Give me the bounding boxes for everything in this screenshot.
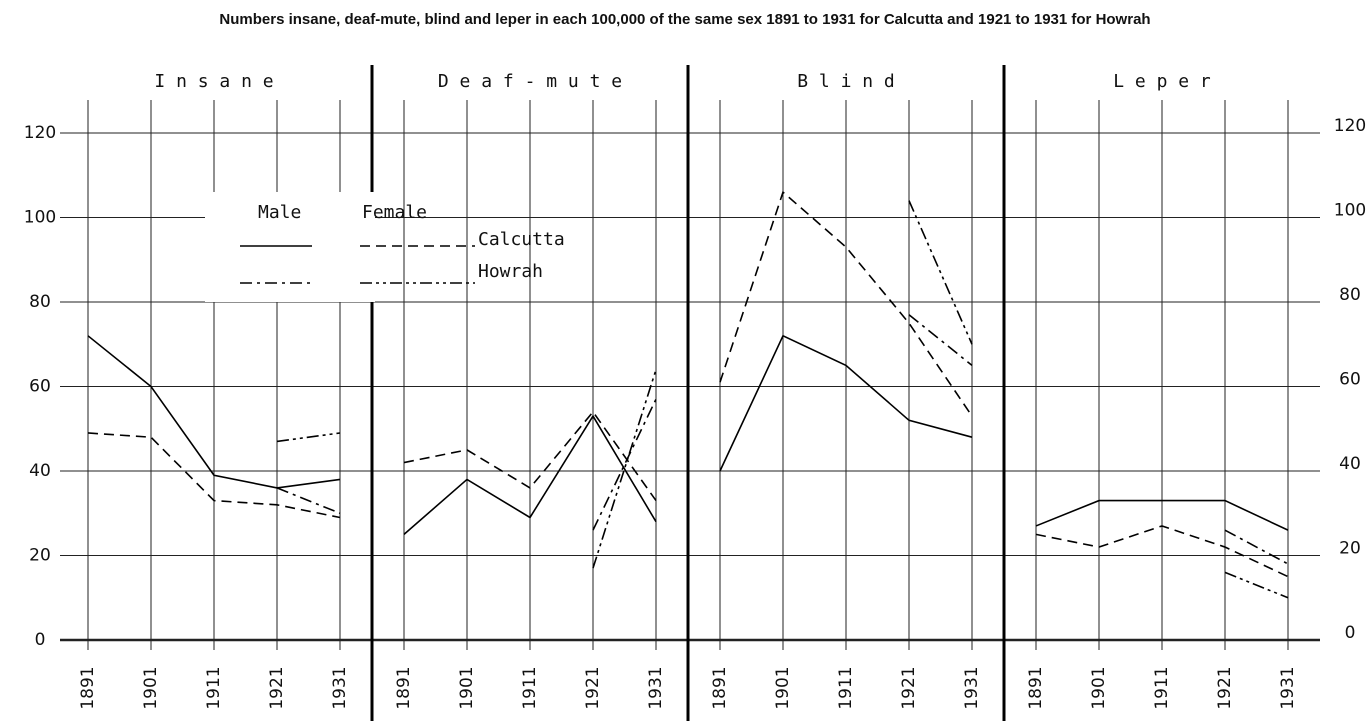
legend-header: Female xyxy=(362,202,427,223)
x-tick-label: 1901 xyxy=(773,666,793,709)
y-tick-label: 100 xyxy=(24,208,56,228)
series-line xyxy=(719,190,973,417)
series-line xyxy=(592,398,657,531)
series-line xyxy=(1035,499,1289,531)
x-tick-label: 1891 xyxy=(1026,666,1046,709)
y-tick-label: 60 xyxy=(1339,370,1361,390)
x-tick-label: 1911 xyxy=(520,666,540,709)
y-tick-label: 80 xyxy=(29,292,51,312)
series-line xyxy=(403,410,657,502)
x-tick-label: 1901 xyxy=(141,666,161,709)
x-tick-label: 1911 xyxy=(204,666,224,709)
chart-title: Numbers insane, deaf-mute, blind and lep… xyxy=(219,11,1150,28)
x-tick-label: 1911 xyxy=(1152,666,1172,709)
y-tick-label: 100 xyxy=(1334,201,1366,221)
x-tick-label: 1891 xyxy=(78,666,98,709)
y-tick-label: 20 xyxy=(29,546,51,566)
series-line xyxy=(403,414,657,535)
series-line xyxy=(1224,571,1289,599)
series-line xyxy=(87,335,341,489)
series-line xyxy=(908,314,973,367)
legend-label: Howrah xyxy=(478,261,543,282)
series-line xyxy=(592,369,657,569)
panel-title: B l i n d xyxy=(797,71,895,92)
x-tick-label: 1921 xyxy=(583,666,603,709)
x-tick-label: 1921 xyxy=(1215,666,1235,709)
plot xyxy=(87,190,1289,599)
series-line xyxy=(276,487,341,514)
x-tick-label: 1931 xyxy=(646,666,666,709)
y-tick-label: 40 xyxy=(1339,454,1361,474)
x-tick-label: 1931 xyxy=(330,666,350,709)
panel-title: D e a f - m u t e xyxy=(438,71,622,92)
series-line xyxy=(87,432,341,519)
panel-title: L e p e r xyxy=(1113,71,1211,92)
y-tick-label: 40 xyxy=(29,461,51,481)
x-tick-label: 1911 xyxy=(836,666,856,709)
y-tick-label: 20 xyxy=(1339,539,1361,559)
series-line xyxy=(1224,529,1289,565)
series-line xyxy=(276,432,341,443)
legend-header: Male xyxy=(258,202,301,223)
y-tick-label: 0 xyxy=(1345,623,1356,643)
y-tick-label: 80 xyxy=(1339,285,1361,305)
x-tick-label: 1891 xyxy=(394,666,414,709)
series-line xyxy=(1035,525,1289,578)
panel-title: I n s a n e xyxy=(154,71,273,92)
x-tick-label: 1891 xyxy=(710,666,730,709)
y-tick-label: 120 xyxy=(24,123,56,143)
y-tick-label: 0 xyxy=(35,630,46,650)
grid xyxy=(60,65,1320,721)
x-tick-label: 1931 xyxy=(962,666,982,709)
x-tick-label: 1931 xyxy=(1278,666,1298,709)
series-line xyxy=(719,334,973,472)
y-tick-label: 60 xyxy=(29,377,51,397)
x-tick-label: 1901 xyxy=(457,666,477,709)
series-line xyxy=(908,200,973,345)
x-tick-label: 1901 xyxy=(1089,666,1109,709)
legend-label: Calcutta xyxy=(478,229,565,250)
x-tick-label: 1921 xyxy=(899,666,919,709)
y-tick-label: 120 xyxy=(1334,116,1366,136)
legend: Male Female Calcutta Howrah xyxy=(205,192,565,302)
x-tick-label: 1921 xyxy=(267,666,287,709)
